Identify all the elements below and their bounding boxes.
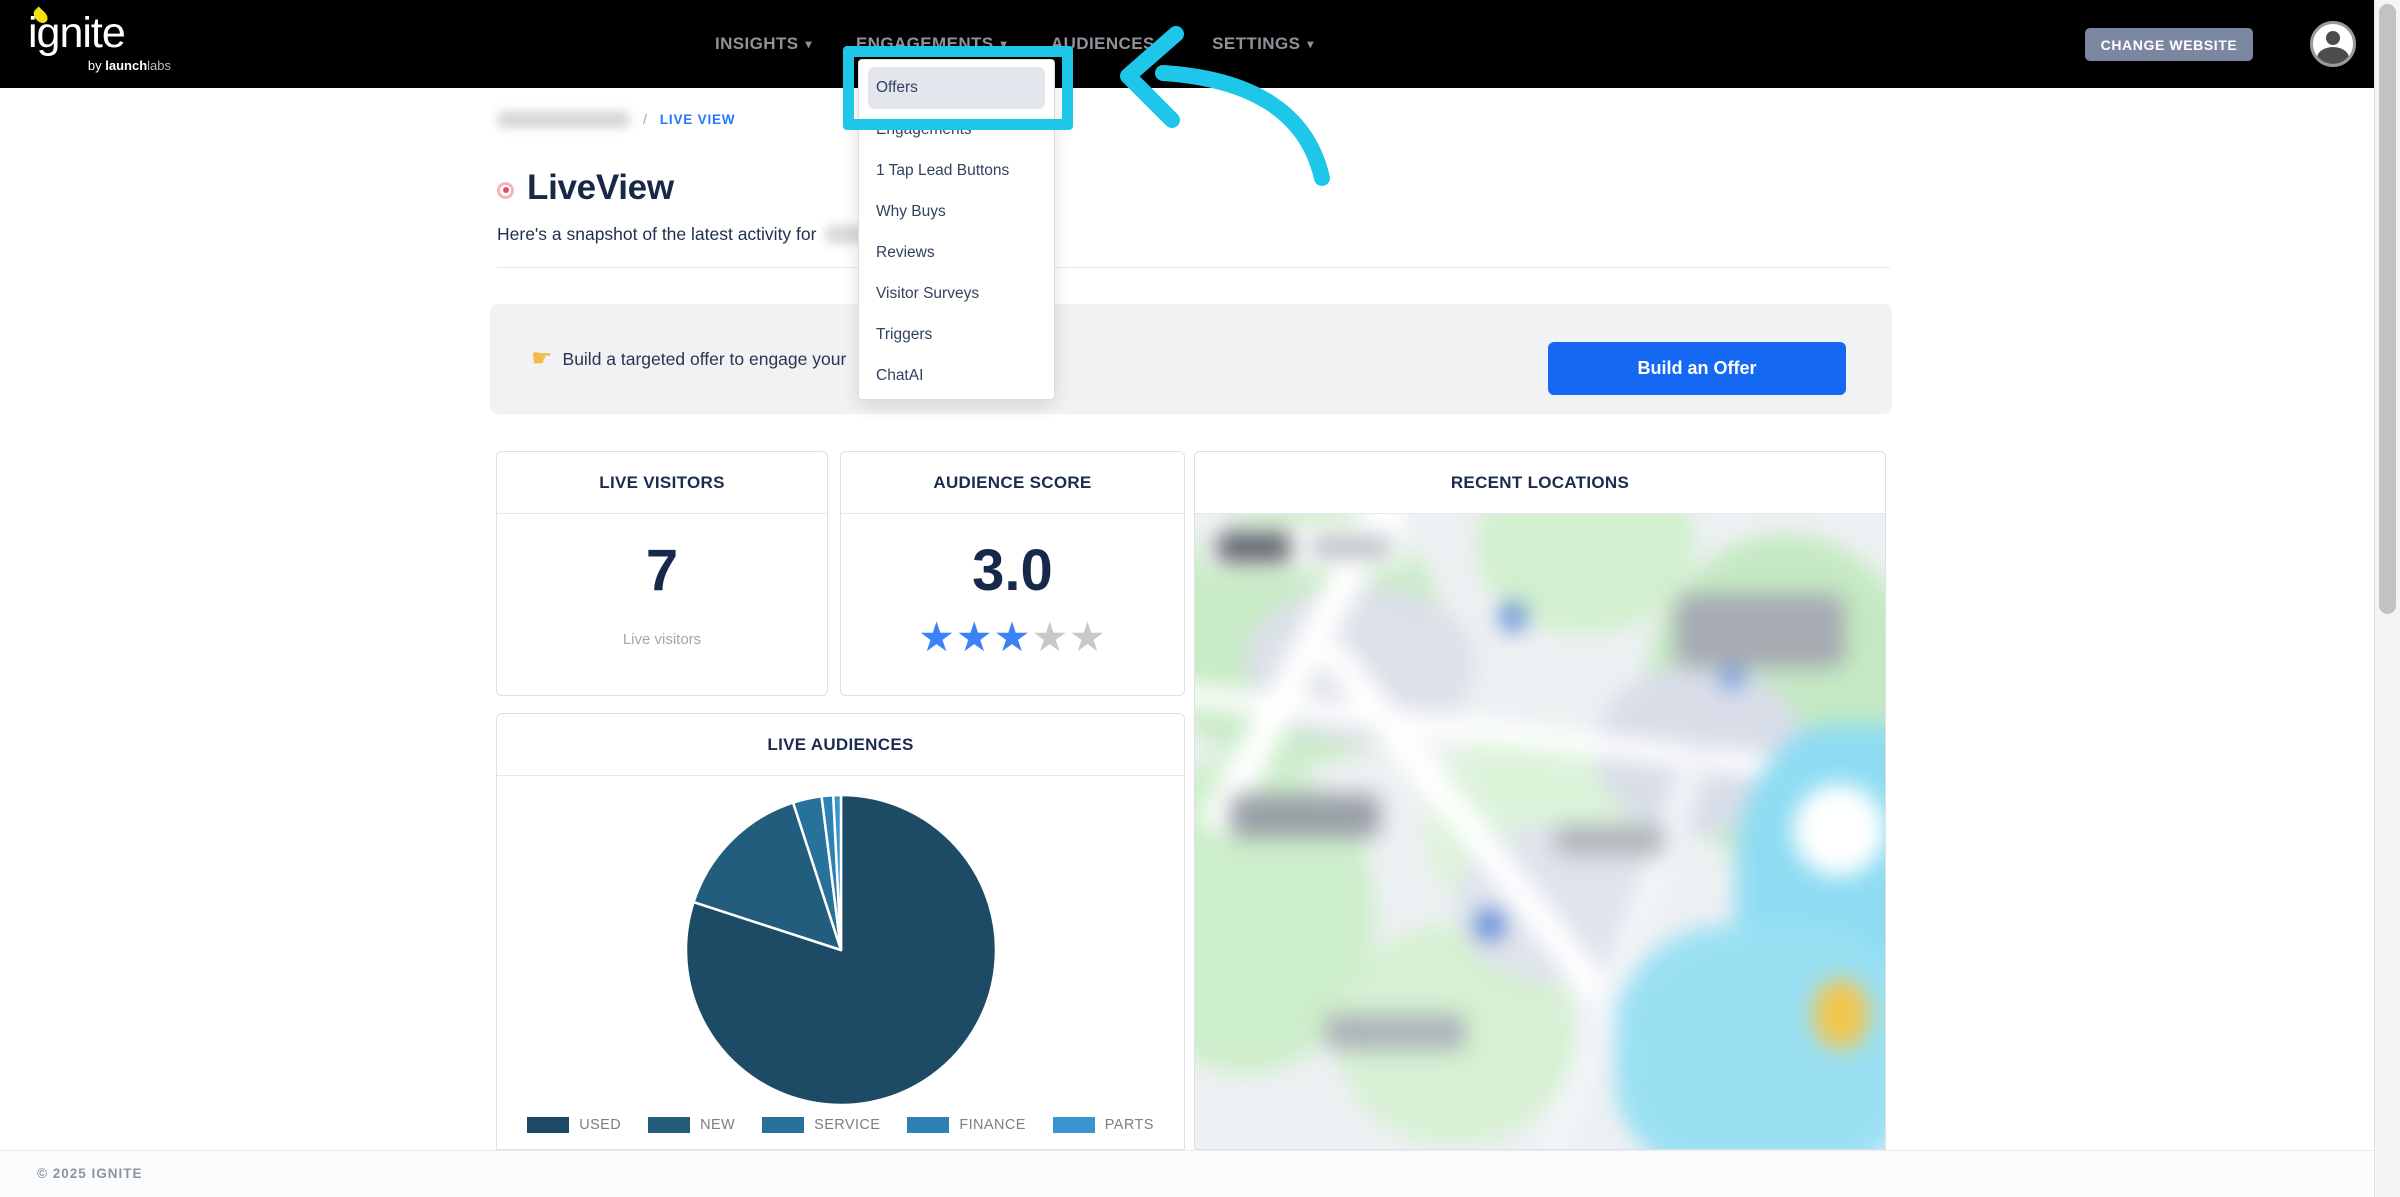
legend-item-service: SERVICE xyxy=(762,1117,880,1133)
page-title: LiveView xyxy=(527,168,674,207)
star-empty-icon: ★ xyxy=(1069,614,1107,660)
star-filled-icon: ★ xyxy=(993,614,1032,660)
scrollbar-track[interactable] xyxy=(2374,0,2400,1197)
live-visitors-caption: Live visitors xyxy=(622,631,702,648)
chevron-down-icon: ▾ xyxy=(1161,37,1169,51)
dropdown-item-chatai[interactable]: ChatAI xyxy=(876,366,924,384)
chevron-down-icon: ▾ xyxy=(805,37,812,51)
dropdown-item-1-tap-lead-buttons[interactable]: 1 Tap Lead Buttons xyxy=(876,161,1010,179)
chevron-down-icon: ▾ xyxy=(1000,37,1007,51)
dropdown-item-reviews[interactable]: Reviews xyxy=(876,243,935,261)
page-title-row: LiveView xyxy=(497,168,674,208)
navbar: ignite by launchlabs INSIGHTS ▾ ENGAGEME… xyxy=(0,0,2400,88)
legend-item-new: NEW xyxy=(648,1117,735,1133)
banner-text: ☛ Build a targeted offer to engage your xyxy=(531,345,847,372)
pie-slice-parts xyxy=(831,793,842,952)
dropdown-item-engagements[interactable]: Engagements xyxy=(876,120,972,138)
pie-slice-used xyxy=(684,793,997,1107)
build-an-offer-button[interactable]: Build an Offer xyxy=(1548,342,1846,395)
legend-label: USED xyxy=(579,1117,622,1133)
recent-locations-card-title: RECENT LOCATIONS xyxy=(1195,452,1885,514)
nav-item-audiences[interactable]: AUDIENCES ▾ xyxy=(1050,34,1169,53)
live-visitors-value: 7 xyxy=(645,538,679,603)
live-audiences-pie xyxy=(684,793,997,1107)
live-visitors-card-title: LIVE VISITORS xyxy=(497,452,827,514)
live-audiences-card: LIVE AUDIENCES USED NEW SERVICE FINANCE PART… xyxy=(496,713,1185,1150)
recent-locations-map[interactable] xyxy=(1195,514,1885,1149)
dropdown-item-why-buys[interactable]: Why Buys xyxy=(876,202,946,220)
legend-item-used: USED xyxy=(527,1117,621,1133)
build-offer-banner: ☛ Build a targeted offer to engage your … xyxy=(490,304,1892,414)
legend-label: PARTS xyxy=(1104,1117,1154,1133)
live-visitors-card: LIVE VISITORS 7 Live visitors xyxy=(496,451,828,696)
dropdown-item-offers[interactable]: Offers xyxy=(868,67,1045,109)
divider xyxy=(497,267,1890,268)
star-filled-icon: ★ xyxy=(918,614,956,660)
audience-score-value: 3.0 xyxy=(972,538,1053,603)
footer: © 2025 IGNITE xyxy=(0,1150,2400,1197)
change-website-button[interactable]: CHANGE WEBSITE xyxy=(2085,28,2253,61)
nav-item-insights[interactable]: INSIGHTS ▾ xyxy=(715,34,812,53)
breadcrumb: / LIVE VIEW xyxy=(497,108,735,130)
scrollbar-thumb[interactable] xyxy=(2379,4,2396,614)
legend-label: NEW xyxy=(700,1117,736,1133)
satellite-toggle-blurred xyxy=(1311,536,1391,558)
live-audiences-card-title: LIVE AUDIENCES xyxy=(497,714,1184,776)
legend-swatch xyxy=(648,1117,691,1133)
chevron-down-icon: ▾ xyxy=(1307,37,1314,51)
audience-score-card: AUDIENCE SCORE 3.0 ★★★★★ xyxy=(840,451,1185,696)
dropdown-item-triggers[interactable]: Triggers xyxy=(876,325,933,343)
legend-item-parts: PARTS xyxy=(1052,1117,1154,1133)
nav-item-engagements[interactable]: ENGAGEMENTS ▾ xyxy=(855,34,1007,53)
breadcrumb-live-view[interactable]: LIVE VIEW xyxy=(659,111,736,127)
ignite-logo[interactable]: ignite by launchlabs xyxy=(28,6,178,82)
breadcrumb-separator: / xyxy=(643,111,647,127)
live-indicator-icon xyxy=(497,181,514,199)
page-subtitle-row: Here's a snapshot of the latest activity… xyxy=(497,224,872,245)
legend-label: FINANCE xyxy=(959,1117,1026,1133)
dropdown-item-visitor-surveys[interactable]: Visitor Surveys xyxy=(876,284,980,302)
star-filled-icon: ★ xyxy=(955,614,994,660)
live-audiences-legend: USED NEW SERVICE FINANCE PARTS xyxy=(497,1117,1184,1133)
star-empty-icon: ★ xyxy=(1031,614,1070,660)
page-subtitle: Here's a snapshot of the latest activity… xyxy=(497,224,817,244)
legend-swatch xyxy=(762,1117,805,1133)
legend-swatch xyxy=(907,1117,950,1133)
pointing-right-hand-icon: ☛ xyxy=(531,345,553,372)
breadcrumb-redacted-site-name xyxy=(497,110,630,128)
user-avatar-icon[interactable] xyxy=(2310,21,2356,67)
engagements-dropdown: Offers Engagements 1 Tap Lead Buttons Wh… xyxy=(858,59,1055,400)
legend-item-finance: FINANCE xyxy=(907,1117,1025,1133)
legend-swatch xyxy=(527,1117,570,1133)
legend-swatch xyxy=(1052,1117,1095,1133)
legend-label: SERVICE xyxy=(814,1117,881,1133)
copyright-text: © 2025 IGNITE xyxy=(37,1166,143,1181)
nav-item-settings[interactable]: SETTINGS ▾ xyxy=(1212,34,1314,53)
recent-locations-card: RECENT LOCATIONS xyxy=(1194,451,1886,1150)
audience-score-card-title: AUDIENCE SCORE xyxy=(841,452,1184,514)
star-rating: ★★★★★ xyxy=(918,617,1107,658)
map-toggle-blurred xyxy=(1217,532,1291,562)
ignite-logo-byline: by launchlabs xyxy=(87,58,171,73)
